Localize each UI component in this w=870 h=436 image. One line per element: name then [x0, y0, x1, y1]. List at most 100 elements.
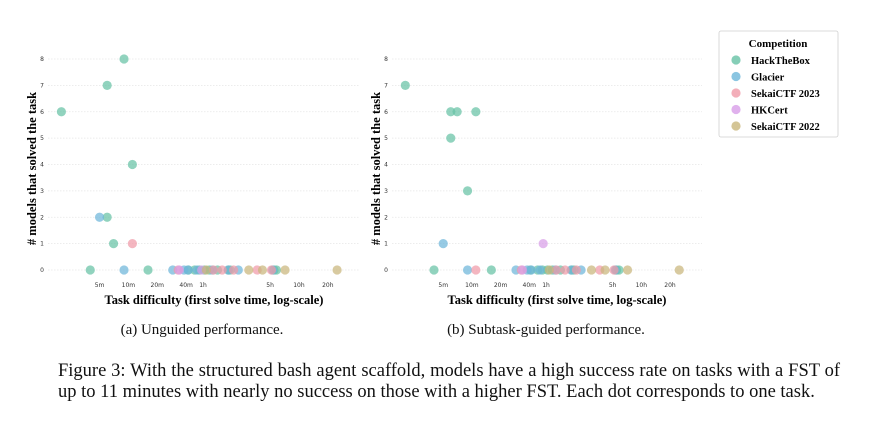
x-tick-label: 5h [609, 282, 617, 289]
x-tick-label: 5m [438, 282, 448, 289]
data-point [586, 265, 597, 275]
data-point [560, 265, 570, 275]
y-tick-label: 6 [384, 109, 388, 116]
data-point [108, 239, 119, 249]
x-tick-label: 10m [465, 282, 479, 289]
data-point [244, 265, 254, 275]
data-point [486, 265, 496, 275]
y-tick-label: 0 [40, 267, 44, 274]
legend-entry-label: Glacier [751, 73, 785, 84]
y-tick-label: 5 [384, 135, 388, 142]
y-tick-label: 8 [384, 56, 388, 63]
data-point [85, 265, 95, 275]
data-point [174, 265, 184, 275]
x-tick-label: 20m [151, 282, 165, 289]
figure-canvas: 0 1 2 3 4 5 6 7 8 5m 10m 20m 40m 1h 5h 10h 20h Task diffi… [25, 30, 839, 338]
data-point [119, 54, 129, 64]
panel-subtitle: (b) Subtask-guided performance. [447, 322, 645, 338]
y-tick-label: 7 [40, 82, 44, 89]
y-tick-label: 1 [40, 241, 44, 248]
x-tick-label: 20m [494, 282, 508, 289]
figure-caption: Figure 3: With the structured bash agent… [58, 361, 840, 402]
data-point [544, 265, 554, 275]
legend-marker [731, 55, 741, 65]
legend-marker [731, 104, 741, 115]
y-tick-label: 3 [384, 188, 388, 195]
data-point [56, 107, 66, 117]
data-point [452, 107, 462, 117]
data-point [127, 159, 137, 170]
y-tick-label: 7 [384, 82, 388, 89]
x-axis-label: Task difficulty (first solve time, log-s… [448, 293, 667, 307]
data-point [571, 265, 582, 275]
data-point [538, 239, 548, 249]
y-tick-label: 0 [384, 267, 388, 274]
data-point [127, 239, 137, 249]
x-tick-label: 1h [199, 282, 207, 289]
legend-marker [731, 121, 741, 131]
data-point [535, 265, 545, 275]
legend-marker [731, 71, 741, 82]
data-point [400, 80, 410, 90]
data-point [102, 80, 112, 90]
data-point [183, 265, 193, 275]
data-point [143, 265, 153, 275]
data-point [229, 265, 239, 275]
legend: Competition HackTheBox Glacier SekaiCTF 20… [718, 30, 839, 138]
data-point [201, 265, 211, 275]
data-point [551, 265, 561, 275]
data-point [280, 265, 290, 275]
panel-subtask-guided: 0 1 2 3 4 5 6 7 8 5m 10m 20m 40m 1h 5h 10h 20h Task diffi… [369, 56, 702, 338]
data-point [622, 265, 633, 275]
x-tick-label: 10m [122, 282, 136, 289]
y-axis-label: # models that solved the task [369, 92, 383, 245]
data-point [600, 265, 610, 275]
y-tick-label: 4 [40, 162, 44, 169]
data-point [609, 265, 619, 275]
x-tick-label: 5h [266, 282, 274, 289]
y-tick-label: 6 [40, 109, 44, 116]
data-point [217, 265, 227, 275]
data-point [462, 265, 473, 275]
data-point [526, 265, 536, 275]
panel-subtitle: (a) Unguided performance. [121, 322, 284, 338]
data-point [429, 265, 439, 275]
y-tick-label: 2 [40, 214, 44, 221]
x-tick-label: 40m [179, 282, 193, 289]
x-tick-label: 10h [293, 282, 305, 289]
x-tick-label: 10h [636, 282, 648, 289]
data-point [94, 212, 105, 222]
data-point [446, 133, 456, 143]
legend-entry-label: SekaiCTF 2022 [751, 122, 820, 133]
data-point [266, 265, 277, 275]
y-tick-label: 8 [40, 56, 44, 63]
legend-title: Competition [749, 38, 808, 50]
legend-entry-label: HackTheBox [751, 56, 811, 67]
x-axis-label: Task difficulty (first solve time, log-s… [105, 293, 324, 307]
x-tick-label: 20h [322, 282, 334, 289]
y-tick-label: 1 [384, 241, 388, 248]
data-point [257, 265, 268, 275]
data-point [674, 265, 684, 275]
x-tick-label: 1h [542, 282, 550, 289]
data-point [208, 265, 219, 275]
y-axis-label: # models that solved the task [25, 92, 39, 245]
legend-marker [731, 88, 741, 98]
y-tick-label: 4 [384, 162, 388, 169]
data-point [446, 107, 456, 117]
data-point [471, 265, 481, 275]
y-tick-label: 3 [40, 188, 44, 195]
x-tick-label: 20h [664, 282, 676, 289]
data-point [438, 239, 448, 249]
data-point [102, 212, 112, 222]
y-tick-label: 5 [40, 135, 44, 142]
data-point [471, 107, 481, 117]
panel-unguided: 0 1 2 3 4 5 6 7 8 5m 10m 20m 40m 1h 5h 10h 20h Task diffi… [25, 54, 360, 338]
data-point [119, 265, 129, 275]
x-tick-label: 40m [523, 282, 537, 289]
data-point [462, 186, 473, 196]
data-point [517, 265, 528, 275]
legend-entry-label: HKCert [751, 106, 788, 117]
y-tick-label: 2 [384, 214, 388, 221]
legend-entry-label: SekaiCTF 2023 [751, 89, 820, 100]
